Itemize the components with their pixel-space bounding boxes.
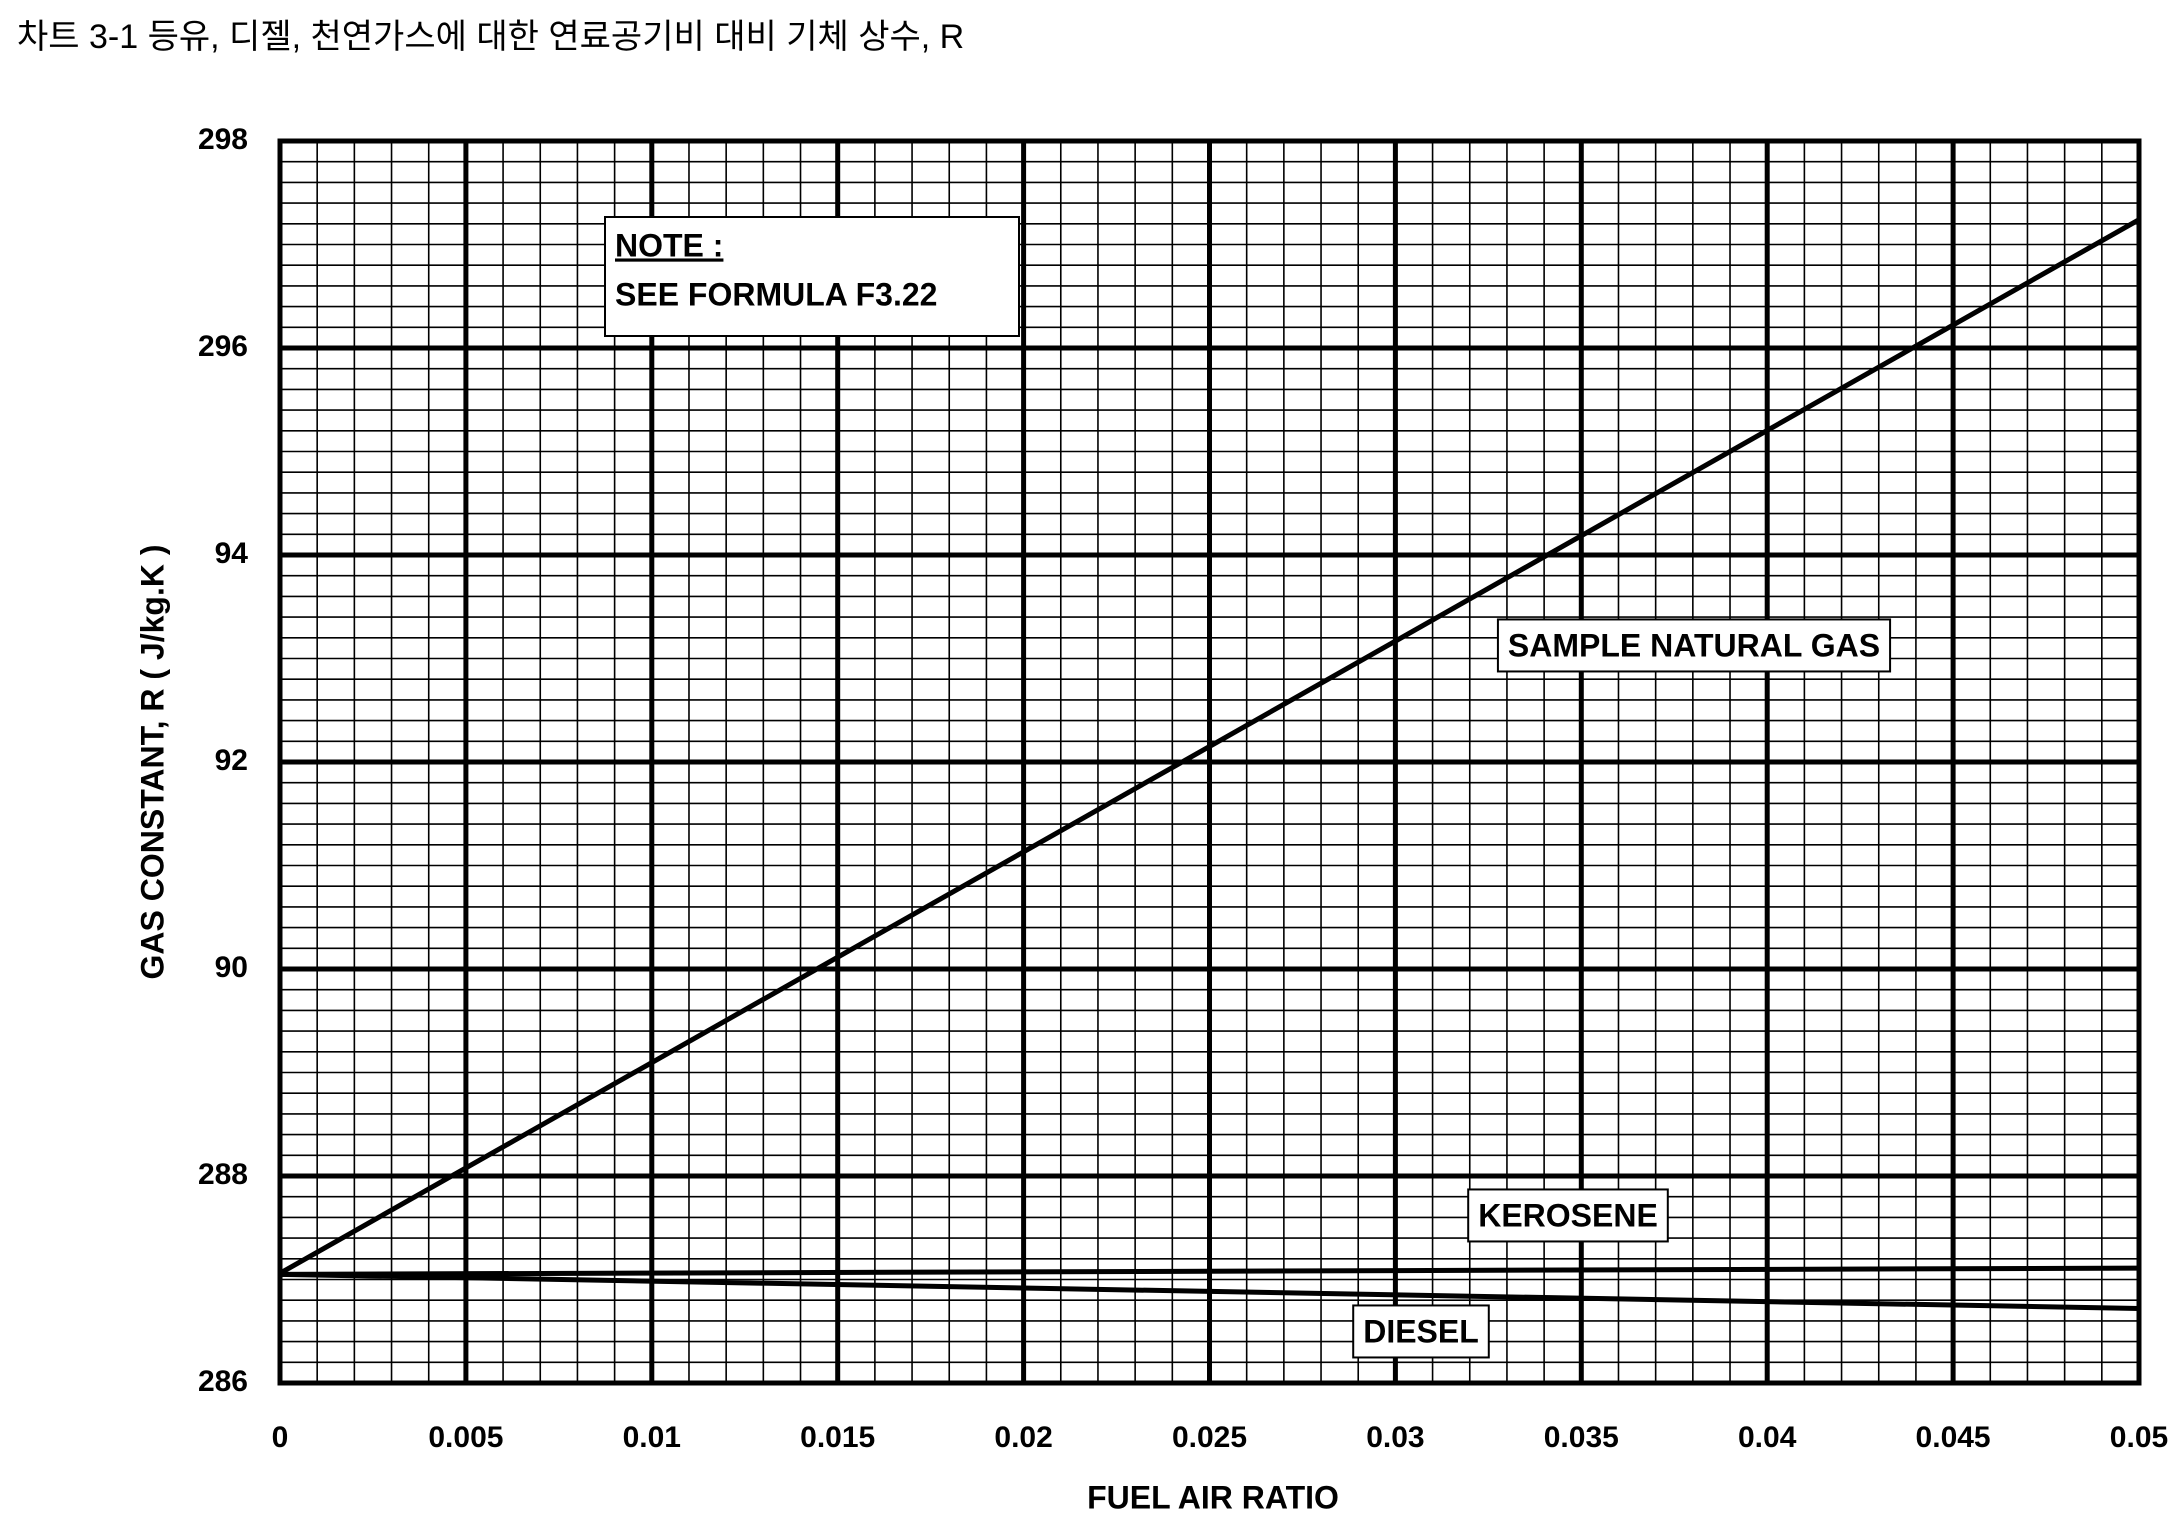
series-label-box xyxy=(1467,1188,1669,1243)
y-axis-title: GAS CONSTANT, R ( J/kg.K ) xyxy=(134,545,170,980)
x-tick-label: 0.01 xyxy=(623,1421,681,1454)
y-tick-label: 286 xyxy=(198,1365,248,1398)
series-line xyxy=(279,1271,2140,1311)
series-line xyxy=(278,217,2141,1276)
series-label-box xyxy=(1496,618,1892,673)
note-heading: NOTE : xyxy=(615,227,723,263)
x-tick-label: 0.05 xyxy=(2110,1421,2168,1454)
x-tick-label: 0.02 xyxy=(994,1421,1052,1454)
series-label-box xyxy=(1352,1304,1490,1359)
x-tick-label: 0 xyxy=(272,1421,289,1454)
series-label: SAMPLE NATURAL GAS xyxy=(1508,627,1880,663)
chart-title: 차트 3-1 등유, 디젤, 천연가스에 대한 연료공기비 대비 기체 상수, … xyxy=(17,18,964,56)
y-tick-label: 296 xyxy=(198,330,248,363)
note-text: SEE FORMULA F3.22 xyxy=(615,276,937,312)
x-tick-label: 0.035 xyxy=(1544,1421,1619,1454)
y-tick-label: 90 xyxy=(215,951,248,984)
y-tick-label: 94 xyxy=(215,537,249,570)
plot-frame xyxy=(277,138,2142,1386)
note-box xyxy=(604,216,1020,337)
y-tick-label: 288 xyxy=(198,1158,248,1191)
x-tick-label: 0.045 xyxy=(1916,1421,1991,1454)
lines xyxy=(278,217,2141,1311)
x-axis-title: FUEL AIR RATIO xyxy=(1087,1479,1339,1514)
series-label: KEROSENE xyxy=(1478,1197,1658,1233)
x-tick-label: 0.03 xyxy=(1366,1421,1424,1454)
x-tick-label: 0.025 xyxy=(1172,1421,1247,1454)
y-tick-label: 92 xyxy=(215,744,248,777)
x-tick-label: 0.015 xyxy=(800,1421,875,1454)
x-tick-label: 0.04 xyxy=(1738,1421,1797,1454)
series-label: DIESEL xyxy=(1363,1313,1479,1349)
grid xyxy=(277,138,2142,1386)
series-line xyxy=(279,1265,2140,1277)
y-tick-label: 298 xyxy=(198,123,248,156)
x-tick-label: 0.005 xyxy=(428,1421,503,1454)
